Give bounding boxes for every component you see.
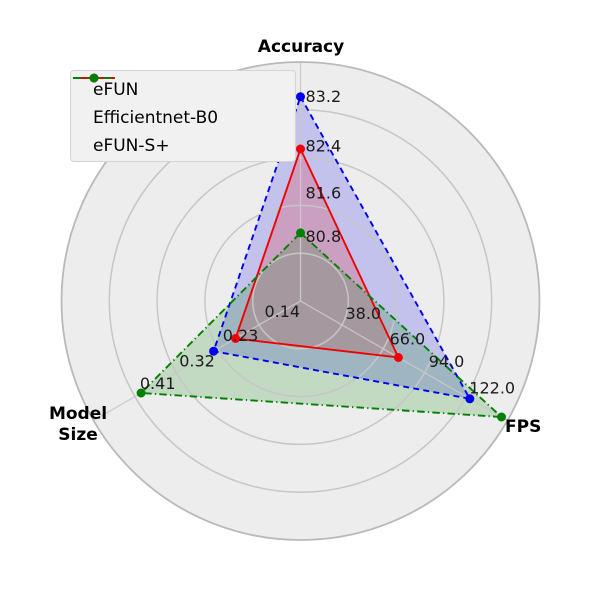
legend-item-eFUN-S+: eFUN-S+ [73, 73, 295, 160]
axis-title-FPS: FPS [505, 417, 541, 437]
legend-label: eFUN [93, 80, 139, 100]
marker-eFUN-S+-FPS [497, 412, 506, 422]
legend: eFUN Efficientnet-B0 eFUN-S+ [70, 70, 296, 162]
legend-label: Efficientnet-B0 [93, 108, 219, 128]
tick-label-Accuracy-83.2: 83.2 [306, 87, 342, 106]
legend-label: eFUN-S+ [93, 136, 170, 156]
series-fill-eFUN [213, 96, 470, 399]
axis-spoke-Model Size [93, 300, 301, 422]
legend-line-marker-icon [73, 73, 115, 83]
marker-eFUN-Accuracy [296, 92, 305, 102]
marker-Efficientnet-B0-Model Size [231, 334, 240, 343]
tick-label-Accuracy-80.8: 80.8 [306, 227, 342, 246]
series-fill-eFUN-S+ [141, 232, 502, 417]
axis-title-Accuracy: Accuracy [258, 37, 344, 57]
marker-Efficientnet-B0-FPS [393, 353, 403, 362]
tick-label-FPS-38.0: 38.0 [345, 304, 381, 323]
tick-label-Accuracy-81.6: 81.6 [306, 184, 342, 203]
series-line-Efficientnet-B0 [234, 146, 400, 359]
tick-label-FPS-94.0: 94.0 [429, 352, 465, 371]
marker-eFUN-Model Size [209, 346, 219, 356]
outer-boundary [60, 61, 541, 541]
tick-label-FPS-66.0: 66.0 [390, 329, 426, 348]
tick-label-Model Size-0.23: 0.23 [223, 326, 259, 345]
tick-label-FPS-122.0: 122.0 [469, 378, 515, 397]
series-line-eFUN-S+ [138, 231, 505, 419]
axis-title-Model Size: Model [49, 404, 107, 424]
series-fill-Efficientnet-B0 [235, 149, 399, 358]
axis-title-Model Size: Size [58, 425, 98, 445]
marker-eFUN-S+-Accuracy [296, 228, 305, 238]
marker-eFUN-FPS [465, 394, 475, 404]
marker-Efficientnet-B0-Accuracy [296, 144, 305, 154]
tick-label-Model Size-0.41: 0.41 [140, 374, 176, 393]
tick-label-Model Size-0.14: 0.14 [264, 302, 300, 321]
tick-label-Accuracy-82.4: 82.4 [306, 137, 342, 156]
marker-eFUN-S+-Model Size [136, 388, 146, 398]
legend-item-Efficientnet-B0: Efficientnet-B0 [73, 73, 295, 132]
tick-label-Model Size-0.32: 0.32 [179, 351, 215, 370]
